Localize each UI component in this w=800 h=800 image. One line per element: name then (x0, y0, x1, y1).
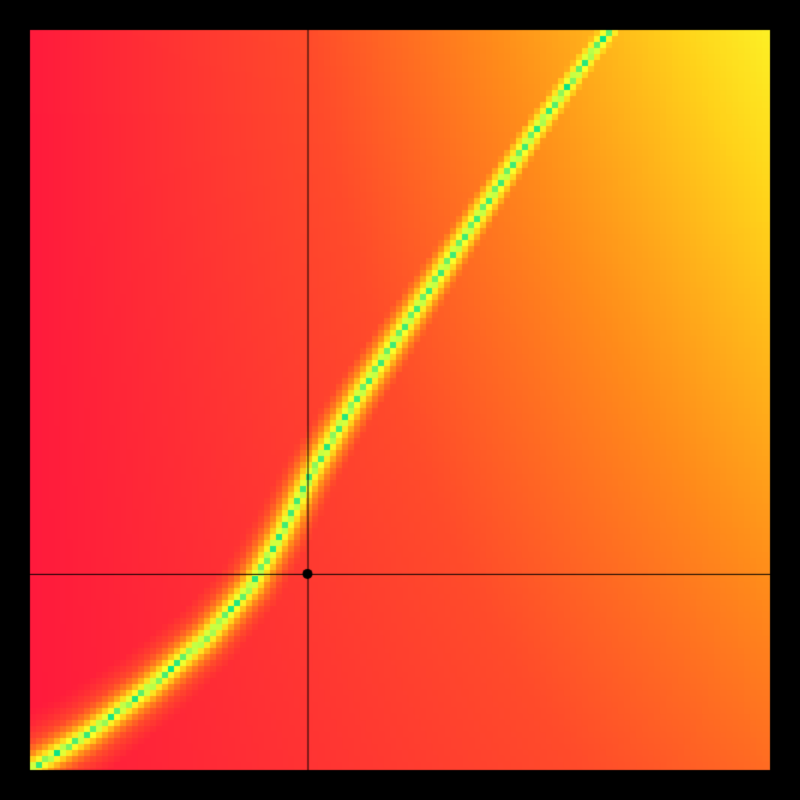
figure-container: TheBottleneck.com (0, 0, 800, 800)
heatmap-canvas (0, 0, 800, 800)
